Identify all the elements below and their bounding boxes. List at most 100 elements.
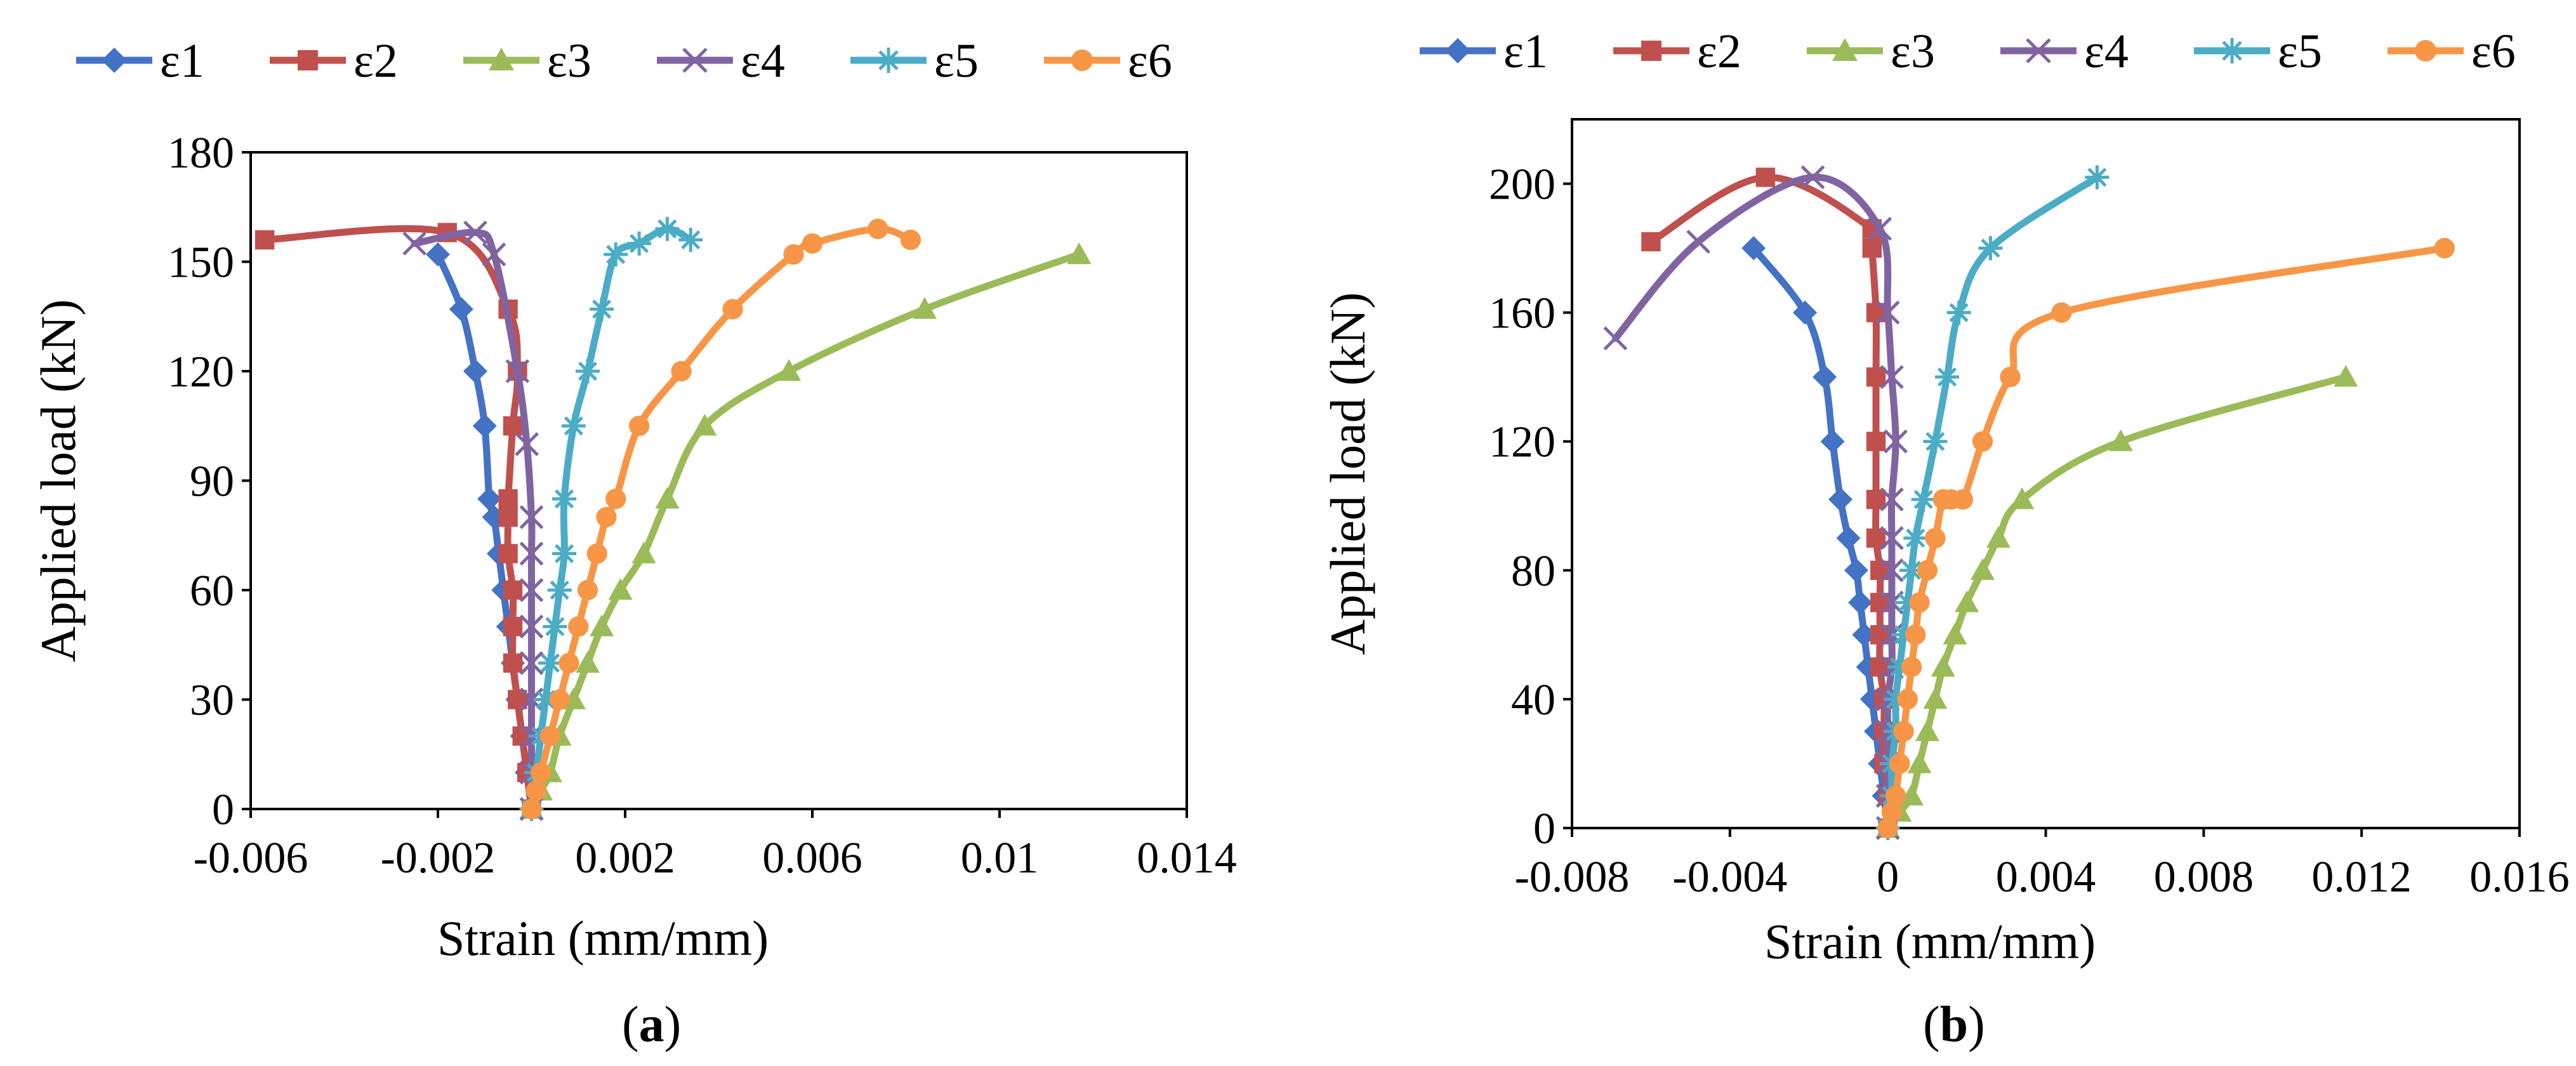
chart-a-data-point [568,616,589,637]
chart-b-data-point [1903,526,1928,551]
chart-a-data-point [868,218,888,239]
chart-b-data-point [1907,751,1932,773]
chart-b-data-point [1901,656,1922,678]
chart-b-data-point [2085,165,2110,190]
chart-b-data-point [1741,236,1766,261]
chart-b-data-point [2010,487,2035,510]
chart-a-data-point [538,651,562,675]
chart-a-data-point [586,543,607,564]
chart-b-y-tick-label: 160 [1489,289,1556,338]
chart-b-data-point [1868,216,1892,241]
chart-a-data-point [449,297,473,322]
chart-b-legend-marker [1832,38,1858,61]
chart-a-data-point [596,506,617,528]
chart-b-data-point [1955,590,1979,612]
chart-a-data-point [402,231,426,256]
chart-b-data-point [1897,688,1918,710]
chart-a-data-point [655,487,680,509]
chart-b-x-tick-label: 0 [1877,853,1899,902]
chart-b-y-tick-label: 200 [1489,161,1556,209]
chart-b-x-tick-label: 0.004 [1996,853,2096,902]
chart-b-data-point [1911,487,1936,512]
chart-b-legend-label: ε5 [2278,25,2322,78]
panel-b-caption: (b) [1923,997,1985,1053]
chart-a-data-point [590,297,614,322]
chart-a-legend-marker [489,48,514,70]
chart-b-data-point [1836,526,1861,551]
chart-b-data-point [1881,801,1903,822]
chart-a-y-tick-label: 180 [168,129,234,178]
chart-a-data-point [671,360,692,382]
chart-b-data-point [1800,165,1825,190]
chart-b-y-tick-label: 120 [1489,418,1556,467]
chart-b-series-line [1611,173,1899,832]
chart-a-data-point [605,489,626,510]
chart-b-data-point [1875,300,1900,325]
chart-a-data-point [503,617,523,636]
chart-b-data-point [1909,592,1930,613]
chart-a-legend-label: ε1 [160,34,204,88]
chart-b-legend-marker [2026,38,2051,63]
chart-b-data-point [1880,487,1904,511]
chart-a-data-point [549,689,570,710]
chart-a-data-point [543,614,567,639]
chart-b-data-point [2434,237,2455,259]
chart-a-data-point [604,242,628,266]
chart-b-data-point [1923,687,1948,709]
chart-a-data-point [561,414,586,438]
chart-a-data-point [519,651,544,675]
chart-a-data-point [576,651,600,673]
chart-a-y-tick-label: 90 [190,457,234,506]
panel-a-label: a [638,997,664,1053]
chart-a-y-tick-label: 0 [212,786,234,834]
chart-a-legend-label: ε3 [547,34,591,88]
chart-b-data-point [1943,622,1967,645]
chart-a-data-point [576,359,600,383]
chart-a-data-point [498,507,518,527]
chart-a-y-tick-label: 30 [190,676,234,725]
chart-b-data-point [1880,558,1904,582]
panel-a-caption: (a) [622,997,682,1053]
chart-b-legend-marker [1445,38,1470,63]
chart-b-data-point [1813,365,1837,390]
chart-b-data-point [1848,590,1873,615]
chart-a-data-point [498,489,518,509]
chart-a-data-point [777,359,802,381]
chart-b-series-5 [1875,165,2110,840]
chart-a-legend-marker [1071,49,1093,71]
chart-a-data-point [254,230,275,250]
chart-b-x-tick-label: -0.004 [1672,853,1787,902]
chart-a-series-4 [402,220,544,821]
chart-b: 0 40 80 120 160 200 -0.008 -0.004 0 0.004 0.008 0.0… [1320,25,2570,969]
chart-b-y-tick-label: 80 [1511,547,1556,596]
chart-b-data-point [1793,300,1818,325]
chart-a-data-point [722,299,743,320]
chart-a-x-tick-label: 0.01 [961,834,1039,883]
chart-a-legend-label: ε5 [934,34,979,88]
chart-b-data-point [1893,721,1914,742]
chart-b-data-point [1641,232,1661,252]
chart-a-data-point [498,544,518,563]
chart-b-y-tick-label: 40 [1511,676,1556,725]
chart-b-data-point [1686,230,1710,254]
chart-b-data-point [2000,367,2021,388]
chart-b-legend-label: ε4 [2084,25,2129,78]
chart-b-data-point [1978,236,2003,261]
chart-b-data-point [1899,558,1924,582]
chart-a-data-point [552,541,577,566]
chart-b-data-point [1934,365,1959,390]
chart-b-data-point [1986,526,2011,548]
chart-b-data-point [1862,238,1882,258]
chart-a-data-point [1067,242,1092,265]
chart-b-series-3 [1875,365,2358,838]
chart-a-data-point [900,229,921,251]
chart-b-data-point [2334,365,2358,387]
chart-a-data-point [503,580,523,600]
chart-a-x-tick-label: 0.006 [762,834,862,883]
chart-a-data-point [519,578,544,602]
chart-a-x-axis-title: Strain (mm/mm) [437,911,769,966]
chart-b-data-point [1866,431,1886,451]
chart-b-data-point [1877,817,1898,839]
chart-b-data-point [1887,655,1912,680]
chart-a-legend-marker [682,48,708,73]
